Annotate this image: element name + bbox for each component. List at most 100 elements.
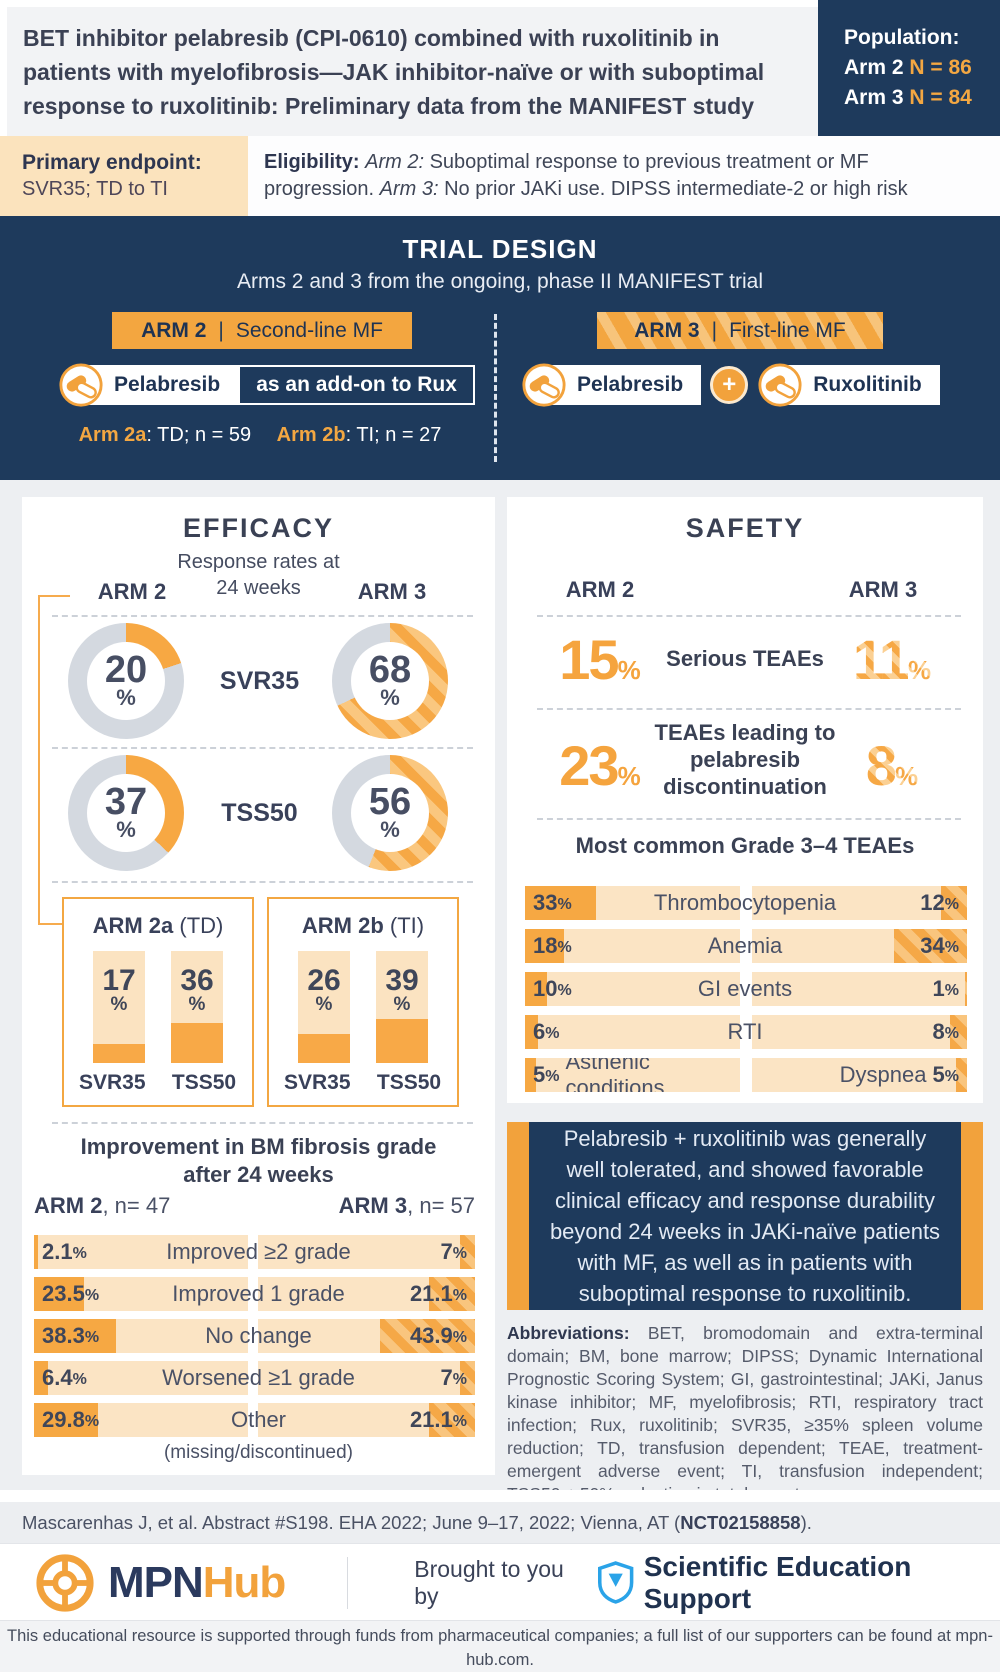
efficacy-subtitle: Response rates at 24 weeks — [177, 551, 340, 599]
bm-arm3-n: ARM 3, n= 57 — [338, 1193, 475, 1218]
teae-row-thrombocytopenia: 33% 12% Thrombocytopenia — [507, 886, 983, 920]
dashed-divider — [52, 1122, 473, 1124]
dashed-divider — [537, 615, 961, 617]
pill-icon — [758, 363, 802, 407]
efficacy-arm3-header: ARM 3 — [357, 579, 427, 604]
efficacy-title: EFFICACY — [183, 513, 334, 543]
bm-row-improved2: 2.1% 7% Improved ≥2 grade — [22, 1235, 495, 1269]
bm-row-improved1: 23.5% 21.1% Improved 1 grade — [22, 1277, 495, 1311]
arm2b-box-title: ARM 2b (TI) — [301, 913, 425, 938]
svr35-donut-row: 20 % SVR35 68 % — [22, 623, 495, 743]
arm2a-svr35-bar: 17% — [93, 951, 145, 1063]
donut-center: 56 % — [351, 774, 429, 852]
arm2-badge: ARM 2 | Second-line MF — [112, 312, 412, 349]
ses-name: Scientific Education Support — [643, 1550, 912, 1614]
bm-row-nochange: 38.3% 43.9% No change — [22, 1319, 495, 1353]
trial-design-subtitle: Arms 2 and 3 from the ongoing, phase II … — [236, 270, 763, 293]
arm-divider-dashed-line — [494, 314, 497, 462]
arm3-regimen: Pelabresib + Ruxolitinib — [521, 362, 940, 408]
abbreviations: Abbreviations: BET, bromodomain and extr… — [507, 1323, 983, 1504]
mpnhub-wordmark: MPNHub — [108, 1557, 286, 1607]
safety-panel: SAFETY ARM 2 ARM 3 15% Serious TEAEs 11%… — [507, 497, 983, 1103]
arm2a-box: ARM 2a (TD) 17% 36% SVR35 TSS50 — [62, 897, 254, 1107]
footer-divider — [347, 1556, 349, 1609]
ses-logo[interactable]: Scientific Education Support — [598, 1551, 1000, 1615]
teae-row-asthenic-dyspnea: 5% Asthenic conditions Dyspnea 5% — [507, 1058, 983, 1092]
bm-row-worsened: 6.4% 7% Worsened ≥1 grade — [22, 1361, 495, 1395]
serious-teae-label: Serious TEAEs — [666, 646, 824, 671]
mpnhub-logo[interactable]: MPNHub — [34, 1552, 286, 1614]
tss50-label: TSS50 — [221, 799, 298, 827]
separator-strip — [0, 1490, 1000, 1502]
arm2-bracket-line — [38, 595, 70, 925]
title-block: BET inhibitor pelabresib (CPI-0610) comb… — [7, 7, 818, 136]
arm2-discontinuation-value: 23% — [559, 734, 641, 797]
donut-center: 68 % — [351, 642, 429, 720]
arm2-drug-label: Pelabresib — [88, 365, 239, 405]
bm-sample-sizes: ARM 2, n= 47 ARM 3, n= 57 — [34, 1193, 475, 1219]
brought-to-you-by-label: Brought to you by — [414, 1555, 564, 1609]
arm2b-tss50-bar: 39% — [376, 951, 428, 1063]
efficacy-panel: EFFICACY ARM 2 Response rates at 24 week… — [22, 497, 495, 1475]
population-box: Population: Arm 2 N = 86 Arm 3 N = 84 — [818, 0, 1000, 136]
dashed-divider — [52, 881, 473, 883]
arm2b-bar-labels: SVR35 TSS50 — [284, 1071, 442, 1094]
primary-endpoint-label: Primary endpoint: — [22, 151, 202, 174]
safety-arm2-header: ARM 2 — [565, 577, 635, 602]
arm3-serious-teae-value: 11% — [852, 628, 932, 691]
safety-arm3-header: ARM 3 — [848, 577, 918, 602]
population-arm2: Arm 2 N = 86 — [844, 56, 972, 79]
arm2a-bars: 17% 36% — [64, 951, 252, 1063]
logo-bar: MPNHub Brought to you by Scientific Educ… — [0, 1543, 1000, 1621]
trial-design-title: TRIAL DESIGN — [402, 234, 598, 264]
arm2b-bars: 26% 39% — [269, 951, 457, 1063]
dashed-divider — [52, 747, 473, 749]
bm-fibrosis-title: Improvement in BM fibrosis grade after 2… — [80, 1134, 437, 1187]
arm3-discontinuation-value: 8% — [865, 734, 919, 797]
teae-row-gi-events: 10% 1% GI events — [507, 972, 983, 1006]
pill-icon — [59, 363, 103, 407]
primary-endpoint-value: SVR35; TD to TI — [22, 178, 168, 200]
arm2-serious-teae-value: 15% — [559, 628, 641, 691]
teae-section-title: Most common Grade 3–4 TEAEs — [575, 833, 915, 858]
citation: Mascarenhas J, et al. Abstract #S198. EH… — [0, 1502, 1000, 1543]
dashed-divider — [537, 708, 961, 710]
arm3-badge: ARM 3 | First-line MF — [597, 312, 883, 349]
svr35-label: SVR35 — [219, 667, 300, 695]
pill-icon — [522, 363, 566, 407]
plus-icon: + — [710, 366, 749, 404]
arm3-drug1-label: Pelabresib — [551, 365, 702, 405]
arm2b-svr35-bar: 26% — [298, 951, 350, 1063]
donut-center: 20 % — [87, 642, 165, 720]
arm3-drug2-label: Ruxolitinib — [787, 365, 940, 405]
discontinuation-label: TEAEs leading to pelabresib discontinuat… — [654, 720, 836, 799]
donut-center: 37 % — [87, 774, 165, 852]
conclusion-text: Pelabresib + ruxolitinib was generally w… — [549, 1126, 941, 1306]
bm-arm2-n: ARM 2, n= 47 — [34, 1193, 171, 1218]
efficacy-arm2-header: ARM 2 — [97, 579, 167, 604]
teae-row-rti: 6% 8% RTI — [507, 1015, 983, 1049]
arm2a-box-title: ARM 2a (TD) — [92, 913, 224, 938]
safety-title: SAFETY — [685, 513, 805, 543]
dashed-divider — [537, 818, 961, 820]
disclaimer: This educational resource is supported t… — [0, 1620, 1000, 1672]
efficacy-header-row: ARM 2 Response rates at 24 weeks ARM 3 — [22, 549, 495, 609]
arm2b-box: ARM 2b (TI) 26% 39% SVR35 TSS50 — [267, 897, 459, 1107]
globe-icon — [36, 1553, 94, 1612]
arm2-addon-label: as an add-on to Rux — [238, 365, 475, 405]
bm-footnote: (missing/discontinued) — [163, 1442, 354, 1463]
trial-design-section: TRIAL DESIGN Arms 2 and 3 from the ongoi… — [0, 216, 1000, 480]
population-label: Population: — [844, 26, 960, 49]
arm2-tss50-donut-chart: 37 % — [68, 755, 184, 871]
arm2a-tss50-bar: 36% — [171, 951, 223, 1063]
teae-row-anemia: 18% 34% Anemia — [507, 929, 983, 963]
page-title: BET inhibitor pelabresib (CPI-0610) comb… — [23, 24, 765, 119]
shield-icon — [598, 1561, 634, 1604]
population-arm3: Arm 3 N = 84 — [844, 86, 972, 109]
tss50-donut-row: 37 % TSS50 56 % — [22, 755, 495, 875]
dashed-divider — [52, 615, 473, 617]
arm3-svr35-donut-chart: 68 % — [332, 623, 448, 739]
arm2-regimen: Pelabresib as an add-on to Rux — [58, 362, 475, 408]
subarm-info: Arm 2a: TD; n = 59 Arm 2b: TI; n = 27 — [60, 424, 460, 447]
